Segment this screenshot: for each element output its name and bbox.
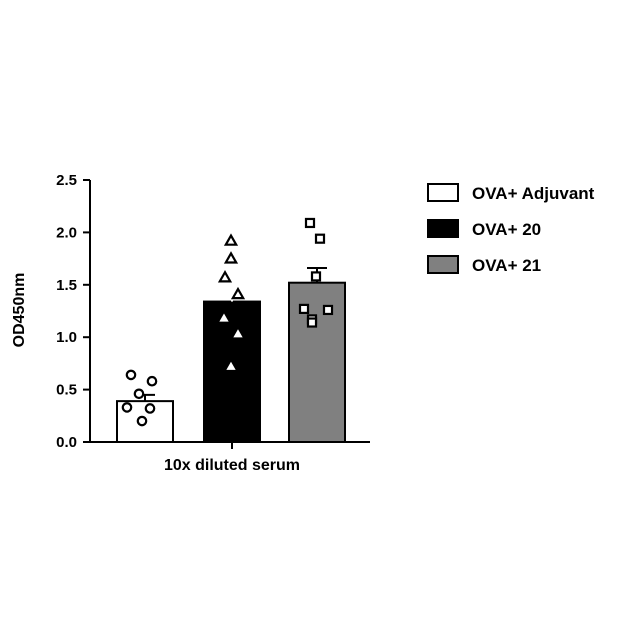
bar xyxy=(289,283,345,442)
legend-item: OVA+ Adjuvant xyxy=(428,184,595,203)
legend-label: OVA+ Adjuvant xyxy=(472,184,595,203)
data-point xyxy=(226,236,236,245)
legend: OVA+ Adjuvant OVA+ 20 OVA+ 21 xyxy=(428,184,595,275)
y-tick-label: 2.0 xyxy=(56,224,77,241)
y-tick-label: 0.5 xyxy=(56,382,77,399)
x-axis-title: 10x diluted serum xyxy=(164,457,300,474)
y-tick-label: 1.0 xyxy=(56,329,77,346)
bar xyxy=(204,302,260,442)
data-point xyxy=(220,272,230,281)
legend-item: OVA+ 20 xyxy=(428,220,541,239)
legend-swatch xyxy=(428,220,458,237)
data-point xyxy=(148,377,156,385)
y-ticks: 0.0 0.5 1.0 1.5 2.0 2.5 xyxy=(56,172,90,451)
y-tick-label: 0.0 xyxy=(56,434,77,451)
data-point xyxy=(226,253,236,262)
legend-label: OVA+ 20 xyxy=(472,220,541,239)
data-point xyxy=(135,390,143,398)
bar-group xyxy=(289,219,345,442)
data-point xyxy=(312,272,320,280)
plot-area xyxy=(117,219,345,442)
data-point xyxy=(146,404,154,412)
data-point xyxy=(316,235,324,243)
y-axis-title: OD450nm xyxy=(11,273,28,348)
data-point xyxy=(138,417,146,425)
data-point xyxy=(123,403,131,411)
bar-group xyxy=(204,236,260,442)
bar-group xyxy=(117,371,173,442)
data-point xyxy=(233,289,243,298)
data-point xyxy=(324,306,332,314)
data-point xyxy=(300,305,308,313)
legend-label: OVA+ 21 xyxy=(472,256,541,275)
legend-swatch xyxy=(428,256,458,273)
data-point xyxy=(306,219,314,227)
legend-swatch xyxy=(428,184,458,201)
data-point xyxy=(308,319,316,327)
data-point xyxy=(127,371,135,379)
legend-item: OVA+ 21 xyxy=(428,256,541,275)
y-tick-label: 1.5 xyxy=(56,277,77,294)
y-tick-label: 2.5 xyxy=(56,172,77,189)
